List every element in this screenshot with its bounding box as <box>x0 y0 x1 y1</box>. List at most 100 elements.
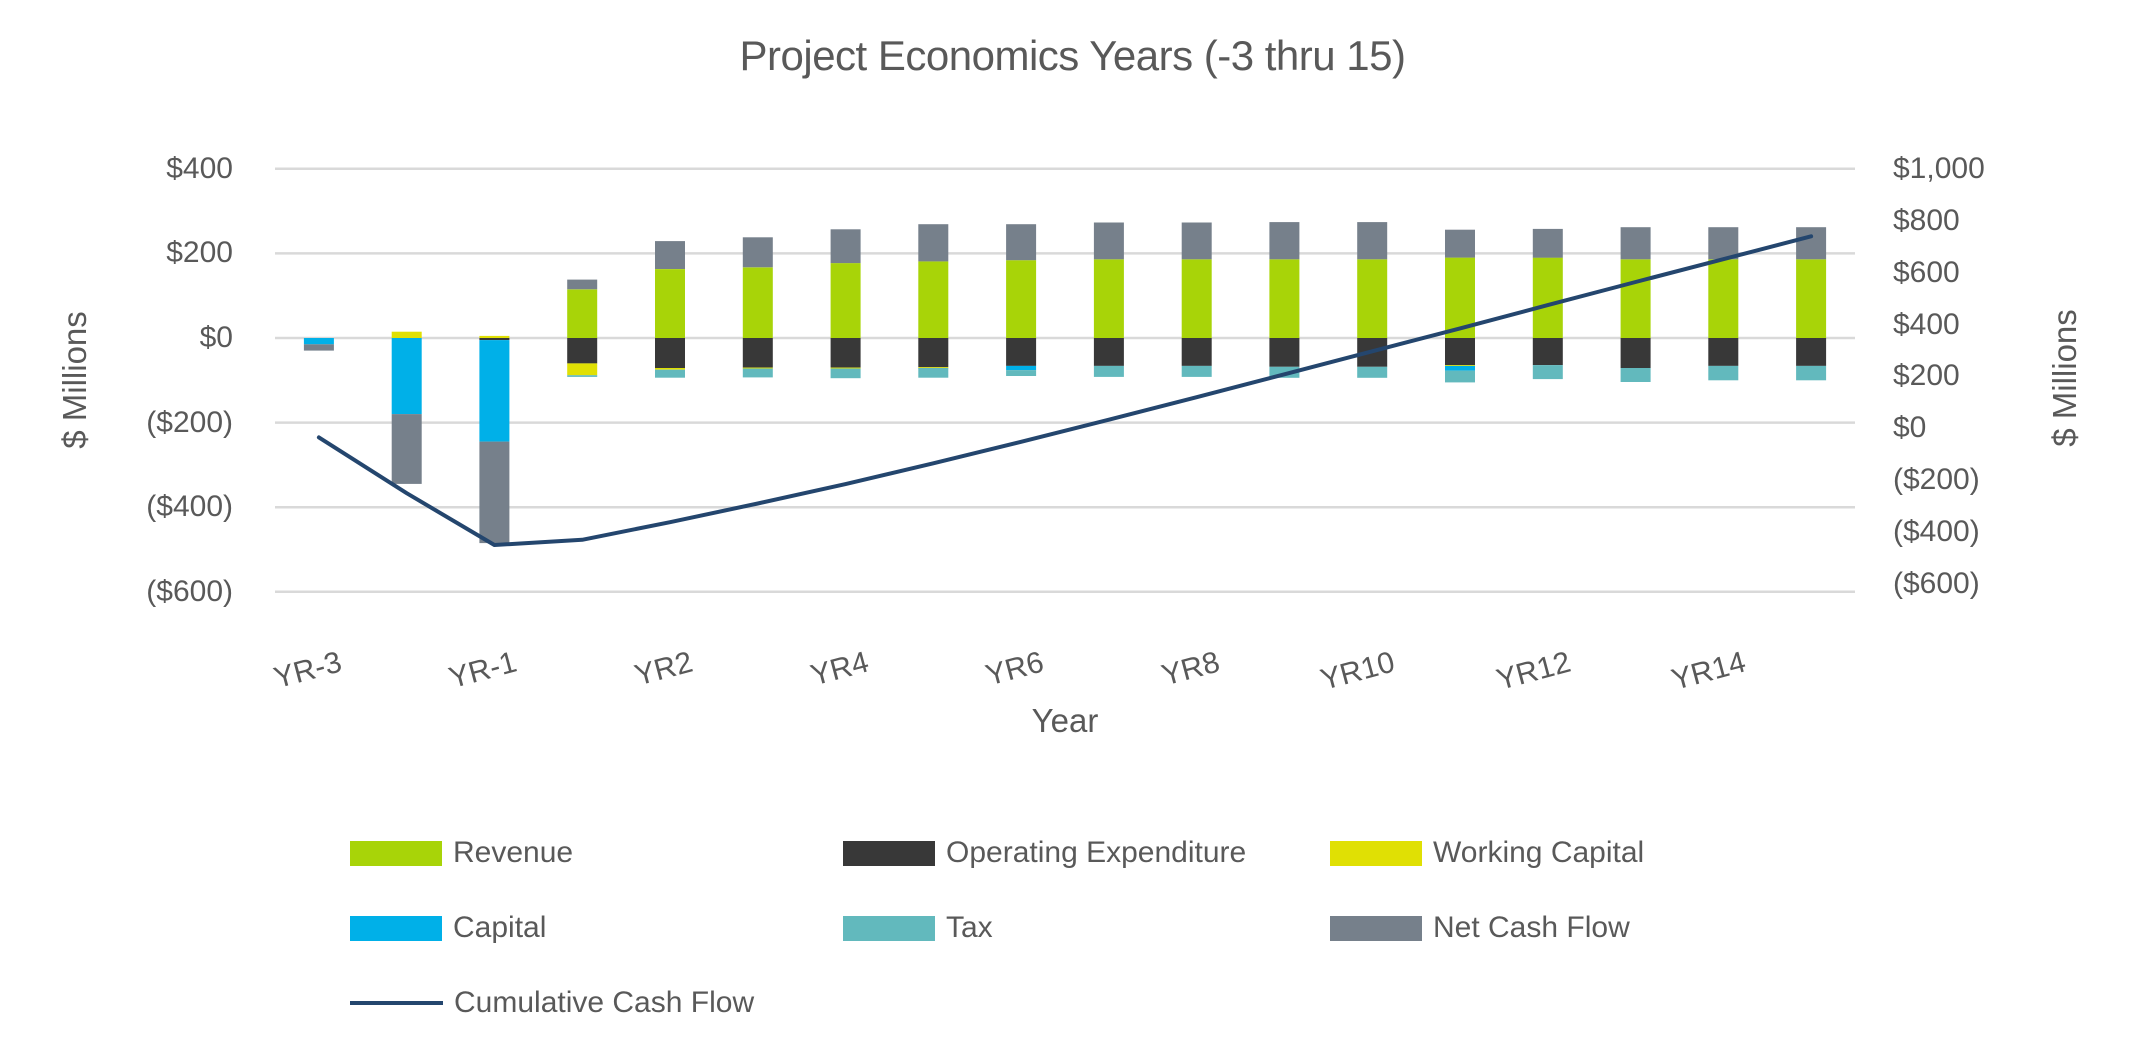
bar-segment-operating-expenditure <box>742 338 773 368</box>
legend-label: Capital <box>453 911 547 944</box>
bar-segment-tax <box>830 368 861 379</box>
y-axis-right-tick: $1,000 <box>1893 152 1985 185</box>
bar-segment-capital <box>1006 365 1037 371</box>
bar-segment-revenue <box>1181 259 1212 338</box>
chart-title: Project Economics Years (-3 thru 15) <box>739 32 1406 79</box>
bar-segment-operating-expenditure <box>1796 338 1827 366</box>
bar-segment-revenue <box>1532 257 1563 338</box>
bar-segment-operating-expenditure <box>1269 338 1300 367</box>
bar-segment-capital <box>391 338 422 415</box>
legend-item-working-capital: Working Capital <box>1330 836 1644 869</box>
bar-segment-tax <box>655 369 685 378</box>
y-axis-left-tick: $400 <box>166 152 233 185</box>
y-axis-right-tick: ($200) <box>1893 463 1980 496</box>
bar-segment-operating-expenditure <box>918 338 949 368</box>
y-axis-left-tick: $200 <box>166 236 233 269</box>
bar-segment-net-cash-flow <box>1620 227 1651 260</box>
bar-segment-capital <box>303 338 334 345</box>
y-axis-left-tick: $0 <box>199 321 233 354</box>
bar-segment-operating-expenditure <box>1445 338 1475 366</box>
bar-segment-operating-expenditure <box>567 338 598 364</box>
y-axis-right-tick: $400 <box>1893 308 1960 341</box>
bar-segment-net-cash-flow <box>1269 222 1300 260</box>
bar-segment-tax <box>567 375 598 377</box>
legend-swatch-net-cash-flow <box>1330 915 1422 941</box>
bar-segment-net-cash-flow <box>303 344 334 351</box>
y-axis-left-tick: ($400) <box>146 490 233 523</box>
bar-segment-revenue <box>1796 259 1827 338</box>
bar-segment-tax <box>742 368 773 378</box>
bar-segment-tax <box>1181 365 1212 377</box>
bar-segment-capital <box>479 340 510 442</box>
bar-segment-net-cash-flow <box>1093 222 1124 260</box>
bar-segment-revenue <box>918 261 949 338</box>
legend-swatch-operating-expenditure <box>843 840 935 866</box>
bar-segment-working-capital <box>1445 365 1475 367</box>
legend-label: Tax <box>946 911 993 944</box>
legend-item-tax: Tax <box>843 911 993 944</box>
bar-segment-net-cash-flow <box>1796 227 1827 260</box>
bar-segment-net-cash-flow <box>1357 222 1388 260</box>
bar-segment-net-cash-flow <box>567 279 598 290</box>
bar-segment-net-cash-flow <box>918 224 949 262</box>
bar-segment-tax <box>1093 365 1124 377</box>
bar-segment-operating-expenditure <box>479 338 510 341</box>
legend-item-capital: Capital <box>350 911 547 944</box>
bar-segment-operating-expenditure <box>1620 338 1651 368</box>
bar-segment-operating-expenditure <box>1006 338 1037 366</box>
bar-segment-net-cash-flow <box>1708 227 1739 260</box>
legend-item-operating-expenditure: Operating Expenditure <box>843 836 1247 869</box>
y-axis-right-tick: $200 <box>1893 359 1960 392</box>
bar-segment-working-capital <box>742 367 773 370</box>
bar-segment-tax <box>1445 370 1475 383</box>
bar-segment-tax <box>1357 366 1388 378</box>
bar-segment-net-cash-flow <box>479 441 510 544</box>
bar-segment-working-capital <box>655 368 685 370</box>
bar-segment-revenue <box>1708 259 1739 338</box>
bar-segment-working-capital <box>830 367 861 370</box>
y-axis-right-tick: ($400) <box>1893 515 1980 548</box>
bar-segment-revenue <box>1269 259 1300 338</box>
bar-segment-net-cash-flow <box>830 229 861 264</box>
bar-segment-net-cash-flow <box>1445 229 1475 258</box>
bar-segment-revenue <box>567 289 598 338</box>
legend-item-revenue: Revenue <box>350 836 574 869</box>
bar-segment-net-cash-flow <box>655 241 685 269</box>
y-axis-right-tick: $0 <box>1893 411 1927 444</box>
bar-segment-tax <box>1006 370 1037 376</box>
legend-label: Operating Expenditure <box>946 836 1247 869</box>
bar-segment-operating-expenditure <box>1708 338 1739 366</box>
legend-swatch-capital <box>350 915 442 941</box>
bar-segment-tax <box>1532 365 1563 380</box>
bar-segment-net-cash-flow <box>1006 224 1037 261</box>
bar-segment-revenue <box>1357 259 1388 338</box>
y-axis-left-tick: ($200) <box>146 406 233 439</box>
x-axis-title: Year <box>1031 702 1099 739</box>
cumulative-cash-flow-line <box>316 234 1814 547</box>
bar-segment-operating-expenditure <box>1093 338 1124 366</box>
bar-segment-revenue <box>830 263 861 338</box>
legend-item-net-cash-flow: Net Cash Flow <box>1330 911 1630 944</box>
y-axis-right-tick: ($600) <box>1893 567 1980 600</box>
bar-segment-revenue <box>655 269 685 338</box>
bar-segment-capital <box>1445 365 1475 371</box>
legend-swatch-working-capital <box>1330 840 1422 866</box>
bar-segment-revenue <box>1620 259 1651 338</box>
legend-label: Net Cash Flow <box>1433 911 1630 944</box>
bar-segment-revenue <box>742 267 773 338</box>
bar-segment-tax <box>1796 365 1827 381</box>
bar-segment-operating-expenditure <box>655 338 685 368</box>
legend-swatch-tax <box>843 915 935 941</box>
legend-swatch-revenue <box>350 840 442 866</box>
bar-segment-tax <box>918 368 949 378</box>
bar-segment-operating-expenditure <box>1181 338 1212 366</box>
y-axis-left-tick: ($600) <box>146 575 233 608</box>
bar-segment-operating-expenditure <box>830 338 861 368</box>
bar-segment-tax <box>1620 368 1651 382</box>
y-axis-right-tick: $800 <box>1893 204 1960 237</box>
legend-item-cumulative-cash-flow: Cumulative Cash Flow <box>350 986 754 1019</box>
bar-segment-working-capital <box>391 331 422 338</box>
legend-label: Revenue <box>453 836 574 869</box>
